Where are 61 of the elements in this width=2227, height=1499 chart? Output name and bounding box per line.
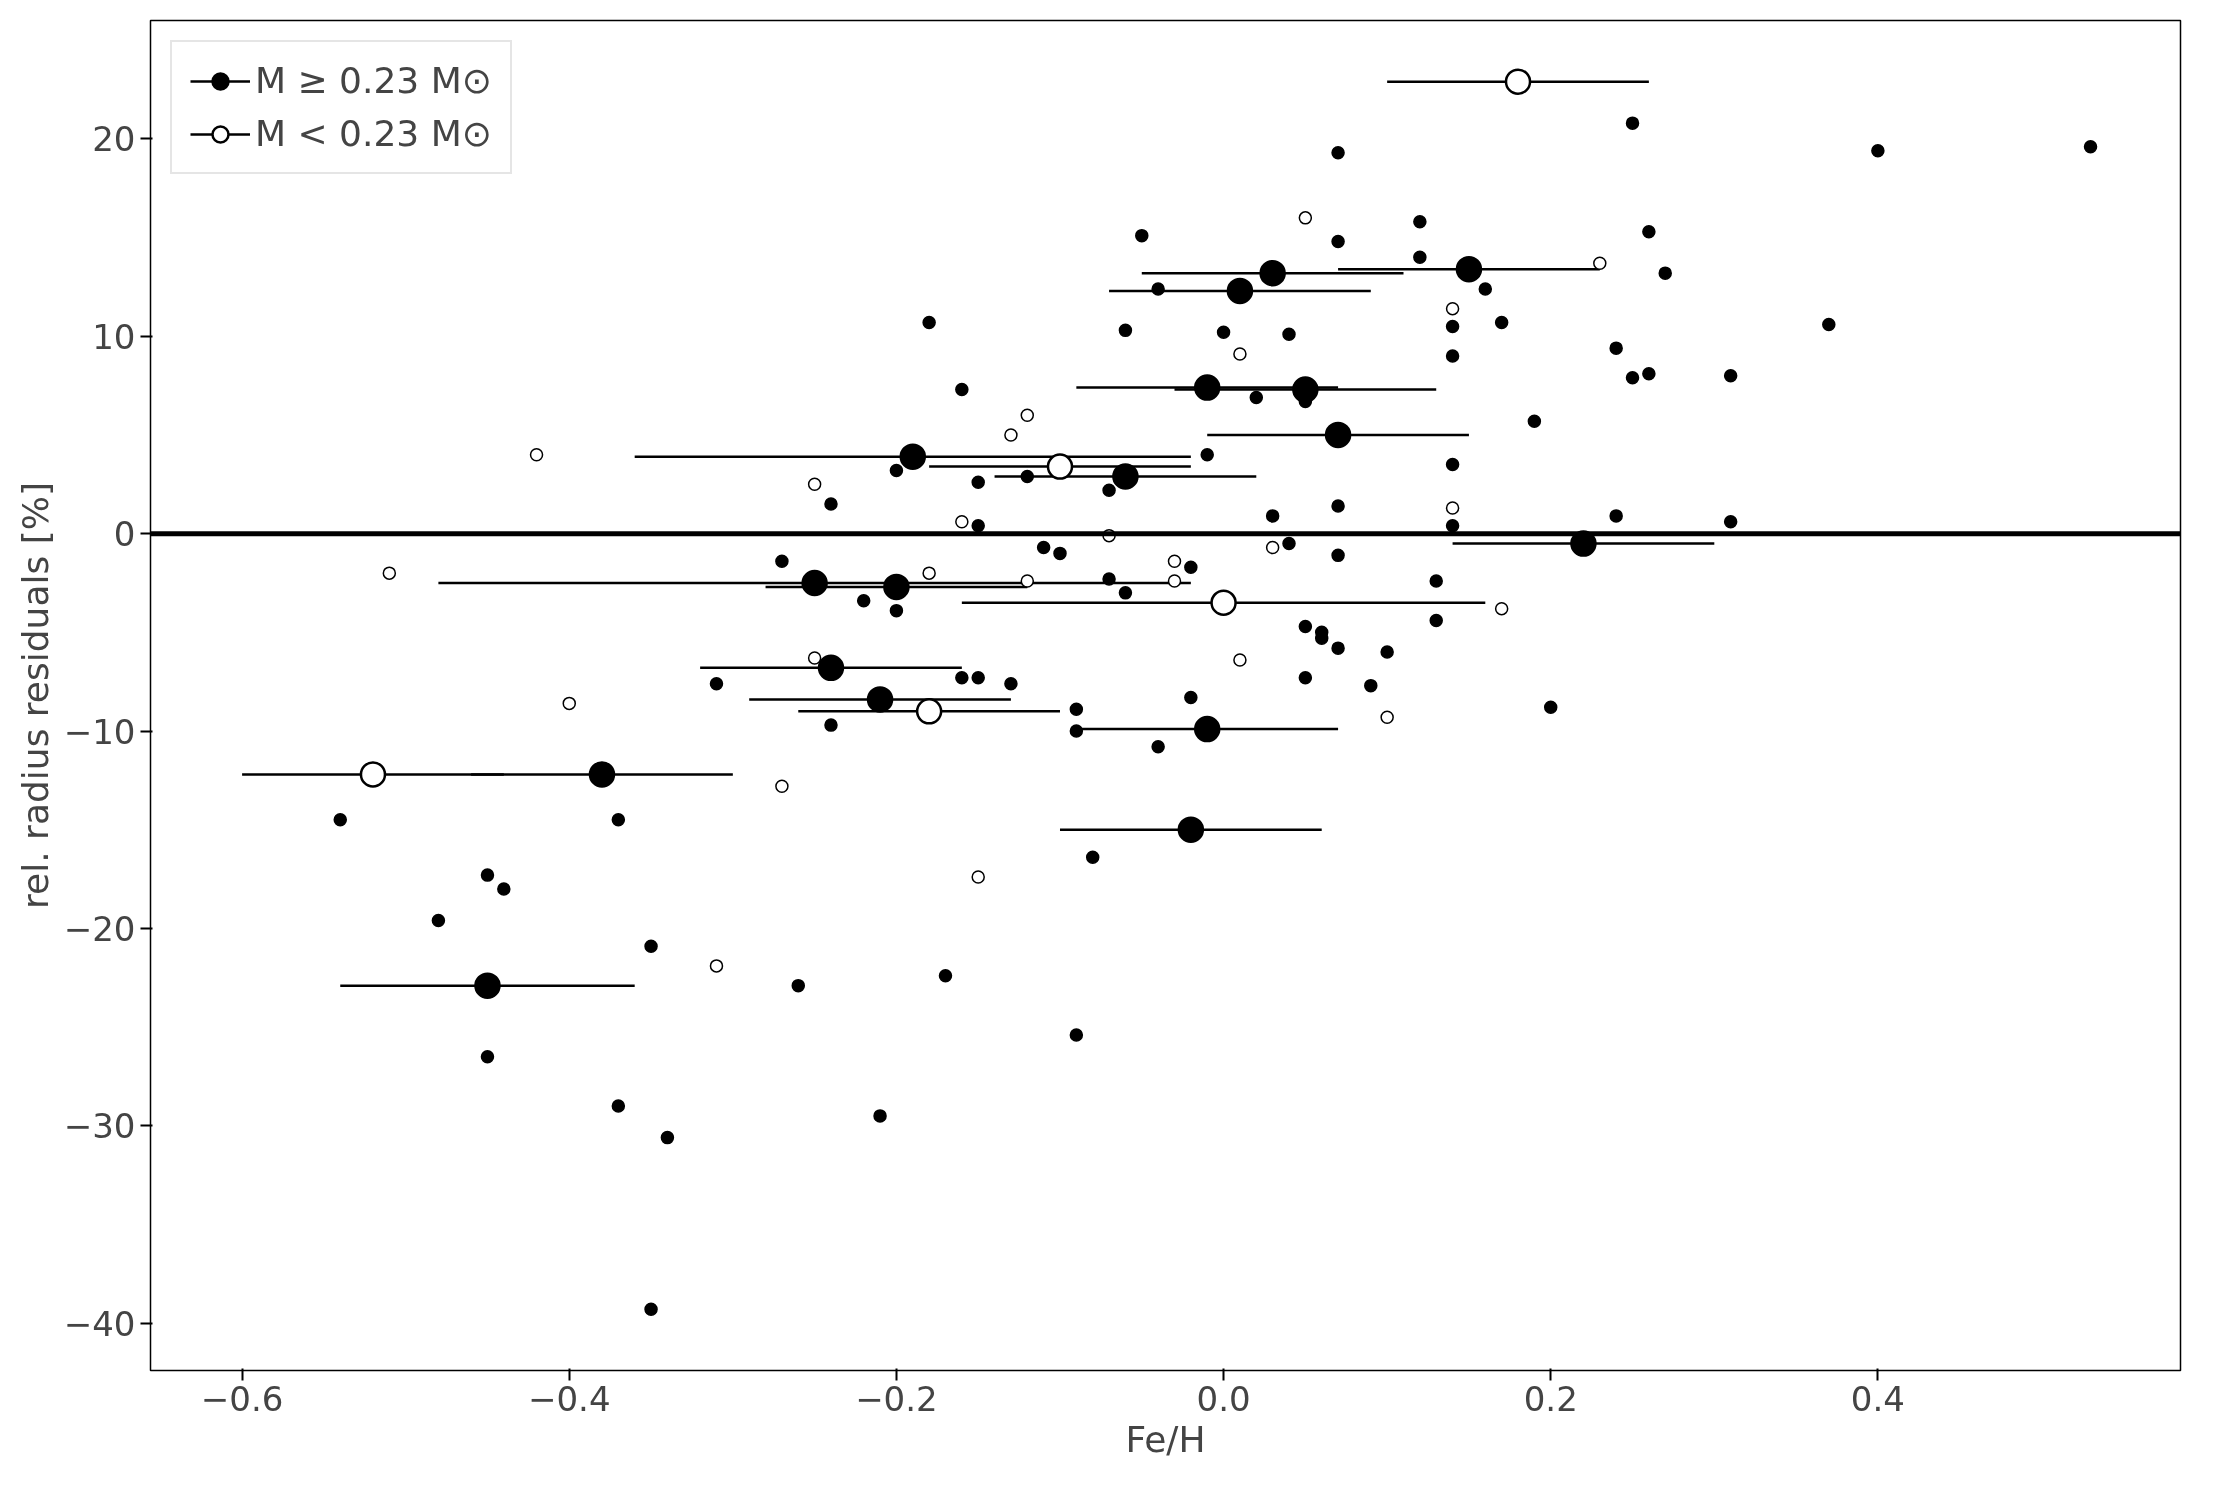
point: [1177, 816, 1205, 843]
x-tick-label: 0.2: [1523, 1378, 1578, 1419]
point: [807, 651, 822, 665]
x-tick-label: −0.2: [855, 1378, 938, 1419]
point: [922, 566, 936, 580]
x-tick-label: −0.6: [200, 1378, 284, 1419]
x-axis-title: Fe/H: [1125, 1418, 1206, 1460]
point: [1324, 421, 1352, 449]
point: [1167, 574, 1182, 588]
point: [1020, 408, 1035, 422]
point: [1210, 589, 1237, 616]
point: [1445, 301, 1460, 316]
y-tick-label: −20: [63, 908, 136, 949]
point: [529, 447, 544, 462]
point: [1004, 428, 1018, 442]
point: [1193, 374, 1221, 401]
point: [899, 443, 927, 470]
y-tick-label: −40: [63, 1303, 136, 1344]
x-tick-label: 0.4: [1850, 1378, 1905, 1419]
point: [775, 779, 789, 794]
point: [1233, 653, 1247, 667]
legend-label: M ≥ 0.23 M⊙: [255, 60, 492, 101]
point: [866, 686, 894, 713]
point: [1298, 211, 1313, 225]
point: [1455, 255, 1483, 283]
y-axis-title: rel. radius residuals [%]: [14, 482, 56, 909]
point: [915, 698, 943, 725]
point: [709, 959, 724, 973]
legend-label: M < 0.23 M⊙: [255, 113, 492, 154]
point: [562, 696, 577, 711]
point: [1494, 601, 1509, 616]
point: [359, 761, 387, 788]
point: [955, 515, 969, 529]
point: [1226, 277, 1254, 305]
point: [817, 654, 845, 682]
y-tick-label: 0: [113, 514, 136, 555]
x-tick-label: 0.0: [1196, 1378, 1251, 1419]
point: [883, 573, 910, 601]
point: [1380, 710, 1394, 724]
point: [1593, 256, 1607, 270]
point: [1504, 68, 1532, 95]
point: [971, 870, 985, 884]
point: [1193, 715, 1221, 743]
point: [1020, 574, 1035, 588]
point: [807, 477, 822, 492]
x-tick-label: −0.4: [527, 1378, 611, 1419]
point: [382, 566, 397, 580]
point: [1265, 540, 1280, 555]
point: [1445, 501, 1460, 515]
point: [1259, 259, 1286, 287]
point: [1167, 554, 1182, 569]
point: [1046, 453, 1074, 480]
y-tick-label: 10: [92, 316, 136, 357]
point: [588, 761, 616, 788]
point: [801, 569, 828, 597]
point: [1233, 347, 1247, 361]
y-tick-label: −30: [63, 1106, 136, 1147]
y-tick-label: 20: [92, 119, 136, 160]
y-tick-label: −10: [63, 711, 136, 752]
point: [1112, 463, 1139, 490]
point: [474, 972, 501, 999]
